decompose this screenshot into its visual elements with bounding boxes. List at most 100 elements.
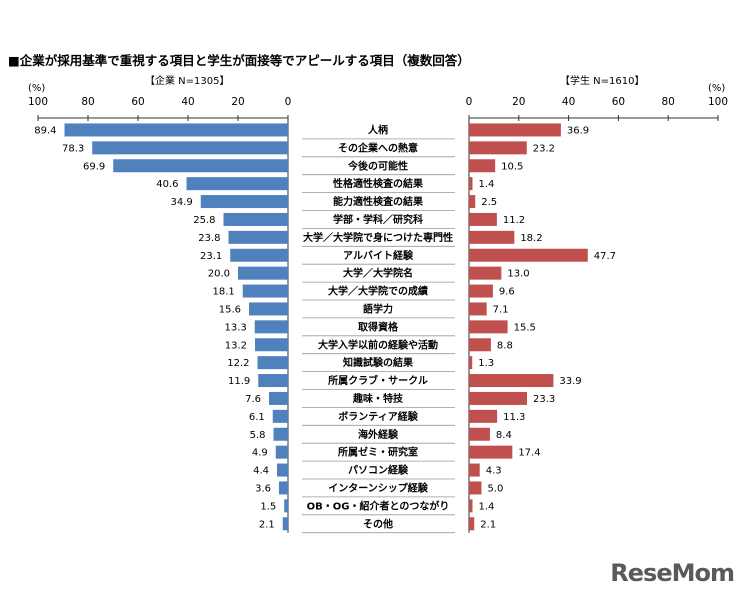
bar-right-3 xyxy=(469,177,473,191)
value-label-left: 13.3 xyxy=(224,322,246,333)
unit-label-left: (%) xyxy=(28,83,45,94)
value-label-right: 47.7 xyxy=(594,251,616,262)
value-label-right: 4.3 xyxy=(486,466,502,477)
bar-right-18 xyxy=(469,445,513,459)
category-label: 大学／大学院での成績 xyxy=(328,285,428,298)
bar-left-0 xyxy=(64,123,288,137)
value-label-right: 11.2 xyxy=(503,215,525,226)
value-label-right: 18.2 xyxy=(520,233,542,244)
value-label-left: 23.1 xyxy=(200,251,222,262)
category-label: 取得資格 xyxy=(358,320,399,333)
category-label: その企業への熱意 xyxy=(338,141,418,154)
category-label: 学部・学科／研究科 xyxy=(333,213,423,226)
value-label-left: 5.8 xyxy=(250,430,266,441)
category-label: 趣味・特技 xyxy=(352,392,404,405)
right-axis-tick-label: 40 xyxy=(562,96,575,108)
value-label-right: 13.0 xyxy=(507,269,529,280)
value-label-left: 89.4 xyxy=(34,125,56,136)
left-axis-tick-label: 80 xyxy=(81,96,94,108)
bar-right-22 xyxy=(469,517,475,531)
category-label: 能力適性検査の結果 xyxy=(333,195,424,208)
bar-left-17 xyxy=(273,427,288,441)
bar-left-2 xyxy=(113,159,288,173)
value-label-right: 1.4 xyxy=(478,501,494,512)
bar-left-16 xyxy=(272,409,288,423)
bar-left-13 xyxy=(257,356,288,370)
watermark-logo: ReseMom xyxy=(610,559,735,587)
bar-left-9 xyxy=(242,284,288,298)
bar-left-19 xyxy=(277,463,288,477)
left-axis-tick-label: 60 xyxy=(131,96,144,108)
value-label-left: 7.6 xyxy=(245,394,261,405)
bar-left-18 xyxy=(275,445,288,459)
value-label-left: 11.9 xyxy=(228,376,250,387)
value-label-left: 4.4 xyxy=(253,466,269,477)
right-axis-tick-label: 80 xyxy=(662,96,675,108)
bar-right-17 xyxy=(469,427,490,441)
bar-right-0 xyxy=(469,123,561,137)
category-label: ボランティア経験 xyxy=(338,410,418,423)
value-label-right: 36.9 xyxy=(567,125,589,136)
value-label-left: 40.6 xyxy=(156,179,178,190)
value-label-right: 2.5 xyxy=(481,197,497,208)
value-label-left: 2.1 xyxy=(259,519,275,530)
bar-right-4 xyxy=(469,195,476,209)
bar-left-8 xyxy=(238,266,288,280)
value-label-right: 5.0 xyxy=(487,483,503,494)
bar-left-4 xyxy=(200,195,288,209)
value-label-left: 78.3 xyxy=(62,143,84,154)
category-label: 大学／大学院で身につけた専門性 xyxy=(303,231,453,244)
bar-right-5 xyxy=(469,212,497,226)
left-axis-tick-label: 40 xyxy=(181,96,194,108)
category-label: アルバイト経験 xyxy=(343,249,414,262)
bar-right-12 xyxy=(469,338,491,352)
category-label: OB・OG・紹介者とのつながり xyxy=(307,499,450,512)
value-label-right: 2.1 xyxy=(480,519,496,530)
category-label: 今後の可能性 xyxy=(347,159,408,172)
value-label-left: 69.9 xyxy=(83,161,105,172)
category-label: 知識試験の結果 xyxy=(342,356,414,369)
value-label-right: 10.5 xyxy=(501,161,523,172)
category-label: 海外経験 xyxy=(358,428,399,441)
value-label-right: 17.4 xyxy=(518,448,540,459)
value-label-right: 33.9 xyxy=(559,376,581,387)
left-axis-tick-label: 100 xyxy=(28,96,48,108)
bar-right-14 xyxy=(469,374,554,388)
right-axis-tick-label: 100 xyxy=(708,96,728,108)
bar-right-8 xyxy=(469,266,502,280)
value-label-left: 12.2 xyxy=(227,358,249,369)
bar-right-19 xyxy=(469,463,480,477)
bar-left-6 xyxy=(228,230,288,244)
bar-left-12 xyxy=(255,338,288,352)
category-label: 人柄 xyxy=(368,123,388,136)
bar-right-16 xyxy=(469,409,498,423)
bar-left-10 xyxy=(249,302,288,316)
left-axis-tick-label: 0 xyxy=(285,96,292,108)
value-label-right: 11.3 xyxy=(503,412,525,423)
bar-left-1 xyxy=(92,141,288,155)
category-label: その他 xyxy=(363,517,393,530)
value-label-right: 23.2 xyxy=(533,143,555,154)
bar-right-7 xyxy=(469,248,588,262)
chart-title: ■企業が採用基準で重視する項目と学生が面接等でアピールする項目（複数回答） xyxy=(8,53,470,68)
category-label: インターンシップ経験 xyxy=(328,481,428,494)
category-label: 性格適性検査の結果 xyxy=(332,177,424,190)
bar-right-2 xyxy=(469,159,496,173)
value-label-left: 1.5 xyxy=(260,501,276,512)
value-label-left: 6.1 xyxy=(249,412,265,423)
bar-left-14 xyxy=(258,374,288,388)
bar-right-11 xyxy=(469,320,508,334)
unit-label-right: (%) xyxy=(708,83,725,94)
bar-left-5 xyxy=(223,212,288,226)
bar-left-15 xyxy=(269,391,288,405)
category-label: 大学／大学院名 xyxy=(343,267,413,280)
value-label-right: 1.4 xyxy=(478,179,494,190)
value-label-left: 20.0 xyxy=(208,269,230,280)
value-label-left: 23.8 xyxy=(198,233,220,244)
bar-left-3 xyxy=(186,177,288,191)
bar-right-9 xyxy=(469,284,493,298)
right-axis-tick-label: 20 xyxy=(512,96,525,108)
bar-left-21 xyxy=(284,499,288,513)
value-label-left: 34.9 xyxy=(170,197,192,208)
